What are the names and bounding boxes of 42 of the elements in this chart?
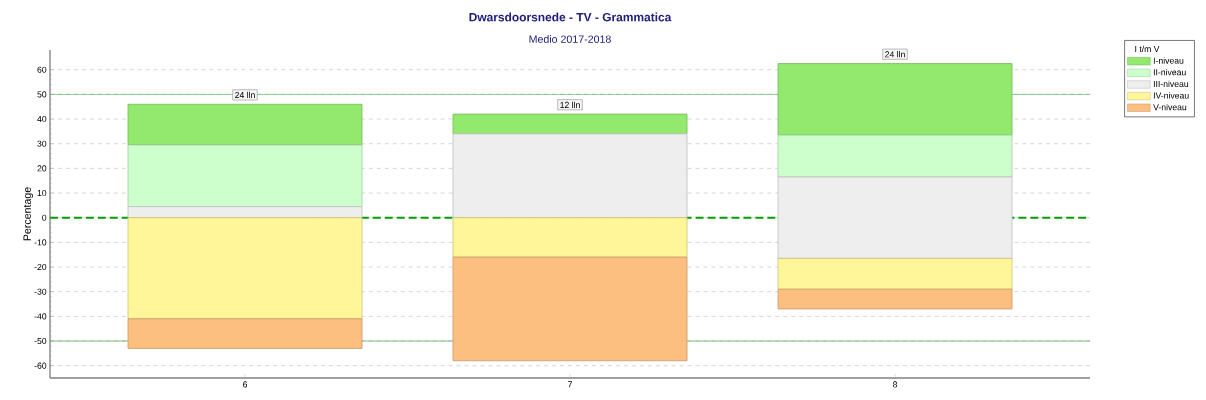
- bar: [452, 113, 688, 135]
- bar: [127, 103, 363, 146]
- legend-title: I t/m V: [1135, 45, 1160, 53]
- bar: [777, 257, 1013, 290]
- y-tick-label: 60: [37, 66, 47, 73]
- y-tick-label: 40: [37, 116, 47, 123]
- legend-label: V-niveau: [1153, 103, 1187, 111]
- bar: [127, 206, 363, 219]
- y-tick-label: -60: [34, 362, 47, 369]
- bar: [127, 217, 363, 320]
- y-tick-label: -10: [34, 239, 47, 246]
- bar: [452, 217, 688, 258]
- annotation: 24 lln: [235, 91, 255, 99]
- bar: [127, 318, 363, 349]
- y-tick-label: -30: [34, 288, 47, 295]
- x-tick-label: 8: [892, 381, 898, 388]
- annotation: 12 lln: [560, 101, 580, 108]
- legend-label: IV-niveau: [1153, 92, 1189, 99]
- bar: [127, 144, 363, 207]
- y-tick-label: 10: [37, 189, 47, 197]
- bar: [777, 288, 1013, 310]
- y-axis-title: Percentage: [23, 187, 34, 241]
- y-tick-label: 30: [37, 140, 47, 147]
- chart-subtitle: Medio 2017-2018: [529, 35, 611, 43]
- bar: [452, 256, 688, 362]
- legend-label: II-niveau: [1153, 69, 1186, 76]
- bar: [452, 133, 688, 219]
- bar: [777, 134, 1013, 178]
- y-tick-label: -40: [34, 313, 47, 320]
- legend-label: I-niveau: [1153, 57, 1184, 64]
- x-tick-label: 6: [243, 381, 248, 388]
- y-tick-label: 20: [37, 165, 47, 172]
- x-tick-label: 7: [568, 381, 572, 388]
- y-tick-label: -50: [34, 337, 47, 345]
- y-tick-label: -20: [34, 263, 47, 271]
- chart-title: Dwarsdoorsnede - TV - Grammatica: [469, 12, 672, 22]
- annotation: 24 lln: [885, 51, 905, 58]
- bar: [777, 63, 1013, 136]
- bar: [777, 176, 1013, 259]
- legend-label: III-niveau: [1153, 80, 1189, 87]
- y-tick-label: 0: [42, 214, 47, 221]
- y-tick-label: 50: [37, 91, 47, 98]
